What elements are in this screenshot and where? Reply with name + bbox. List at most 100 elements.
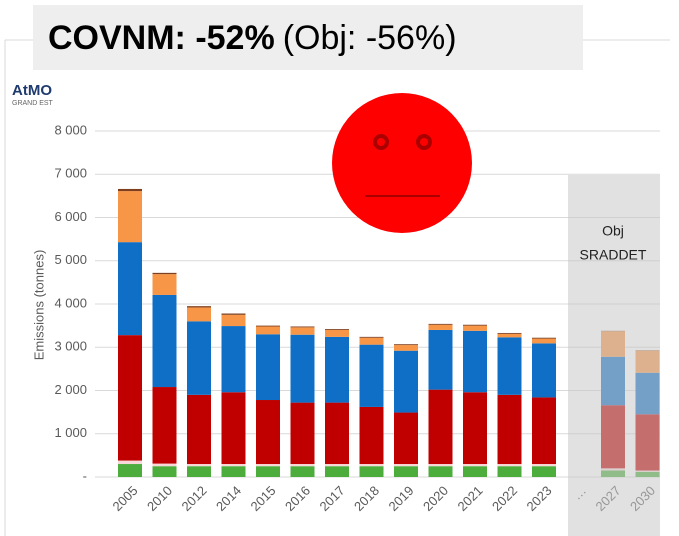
bar-segment (359, 337, 384, 345)
x-tick-label: 2012 (178, 483, 209, 514)
y-tick-label: 7 000 (54, 166, 87, 181)
bar-segment (428, 389, 453, 465)
bar-segment (325, 464, 349, 467)
x-tick-label: 2015 (247, 483, 278, 514)
bar-segment (428, 329, 453, 390)
bar-segment (532, 397, 556, 465)
bar-segment (394, 344, 418, 346)
bar-segment (118, 464, 142, 477)
bar-segment (290, 326, 315, 328)
bar-segment (187, 466, 211, 477)
bar-segment (221, 314, 246, 327)
bar-segment (532, 464, 556, 467)
y-tick-label: 8 000 (54, 122, 87, 137)
bar-segment (497, 333, 522, 338)
objective-region (568, 175, 660, 536)
x-tick-label: 2014 (213, 483, 244, 514)
bar-segment (394, 466, 418, 477)
x-tick-label: 2023 (523, 483, 554, 514)
x-tick-label: 2022 (489, 483, 520, 514)
bar-segment (118, 242, 142, 336)
bar-segment (359, 464, 384, 467)
x-tick-label: 2020 (420, 483, 451, 514)
bar-segment (187, 307, 211, 322)
bar-segment (290, 466, 315, 477)
bar-segment (359, 466, 384, 477)
face (332, 93, 472, 233)
bar-segment (497, 394, 522, 465)
bar-segment (256, 400, 280, 465)
logo-sub: GRAND EST (12, 100, 54, 107)
bar-segment (152, 274, 177, 295)
x-tick-label: 2017 (316, 483, 347, 514)
bar-segment (290, 334, 315, 403)
bar-segment (497, 332, 522, 334)
bar-segment (463, 324, 487, 326)
eye (373, 134, 389, 150)
bar-segment (394, 350, 418, 413)
title-box (33, 5, 583, 70)
x-tick-label: 2018 (351, 483, 382, 514)
bar-segment (428, 324, 453, 330)
bar-segment (118, 335, 142, 461)
bar-segment (325, 336, 349, 403)
bar-segment (463, 330, 487, 393)
bar-segment (394, 412, 418, 465)
x-tick-label: 2010 (144, 483, 175, 514)
bar-segment (152, 466, 177, 477)
y-tick-label: 3 000 (54, 339, 87, 354)
y-tick-label: 4 000 (54, 295, 87, 310)
bar-segment (118, 191, 142, 243)
bar-segment (463, 392, 487, 465)
chart-title: COVNM: -52% (Obj: -56%) (48, 19, 457, 57)
bar-segment (394, 464, 418, 467)
y-tick-label: - (83, 468, 87, 483)
bar-segment (256, 466, 280, 477)
eye (416, 134, 432, 150)
y-tick-label: 2 000 (54, 382, 87, 397)
bar-segment (256, 326, 280, 335)
bar-segment (497, 337, 522, 395)
bar-segment (187, 321, 211, 395)
bar-segment (428, 466, 453, 477)
x-tick-label: 2016 (282, 483, 313, 514)
bar-segment (118, 188, 142, 192)
bar-segment (428, 323, 453, 325)
bar-segment (221, 326, 246, 393)
bar-segment (187, 464, 211, 467)
bar-segment (428, 464, 453, 467)
bar-segment (221, 466, 246, 477)
bar-segment (394, 345, 418, 351)
bar-segment (463, 325, 487, 331)
bar-segment (290, 327, 315, 335)
bar-segment (187, 394, 211, 465)
y-axis-label: Emissions (tonnes) (31, 250, 46, 361)
y-tick-label: 1 000 (54, 425, 87, 440)
logo: AtMO (12, 82, 52, 99)
x-tick-label: 2005 (109, 483, 140, 514)
bar-segment (359, 336, 384, 338)
bar-segment (325, 329, 349, 330)
bar-segment (497, 464, 522, 467)
bar-segment (256, 334, 280, 401)
bar-segment (325, 466, 349, 477)
bar-segment (221, 464, 246, 467)
bar-segment (532, 343, 556, 398)
title-objective: (Obj: -56%) (283, 19, 457, 57)
bar-segment (152, 387, 177, 464)
bar-segment (187, 306, 211, 308)
bar-segment (152, 463, 177, 467)
bar-segment (359, 344, 384, 407)
bar-segment (325, 329, 349, 337)
annotation: SRADDET (580, 247, 647, 263)
x-tick-label: 2019 (385, 483, 416, 514)
y-tick-label: 5 000 (54, 252, 87, 267)
bar-segment (256, 325, 280, 327)
bar-segment (359, 406, 384, 465)
bar-segment (221, 313, 246, 315)
bar-segment (152, 272, 177, 275)
bar-segment (532, 466, 556, 477)
sad-face (332, 93, 472, 233)
y-tick-label: 6 000 (54, 209, 87, 224)
